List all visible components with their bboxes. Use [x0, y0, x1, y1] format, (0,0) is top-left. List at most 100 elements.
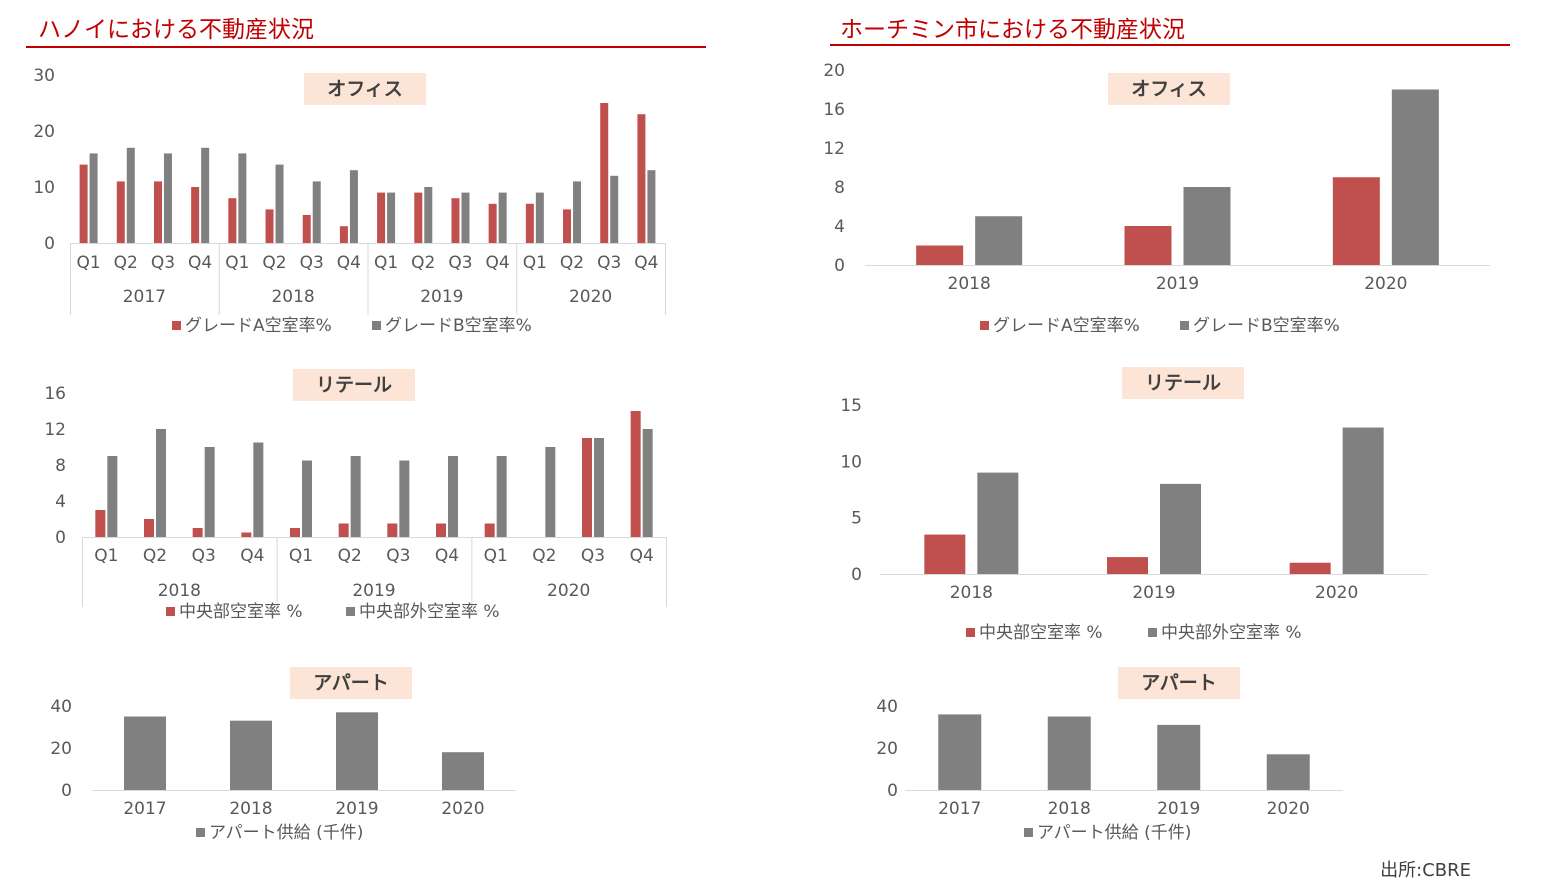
legend-label: グレードA空室率% — [185, 316, 332, 336]
bar-series-b — [204, 447, 215, 537]
x-tick-label: Q4 — [240, 546, 264, 566]
bar-series-b — [349, 170, 358, 243]
bar-series-b — [399, 460, 410, 537]
bar-series-a — [582, 438, 592, 537]
bar-series-b — [126, 147, 135, 243]
hcmc-heading: ホーチミン市における不動産状況 — [840, 17, 1185, 43]
bar-series-a — [265, 209, 274, 243]
bar-series-b — [498, 192, 507, 243]
y-tick-label: 12 — [44, 420, 66, 440]
bar-series-b — [107, 456, 118, 537]
bar-series-b — [238, 153, 247, 243]
y-tick-label: 12 — [823, 139, 845, 159]
bar-series-b — [1183, 187, 1231, 265]
bar-series-b — [1160, 483, 1201, 574]
y-tick-label: 30 — [33, 66, 55, 86]
bar-series-b — [89, 153, 98, 243]
x-tick-label: 2020 — [1267, 799, 1310, 819]
y-tick-label: 40 — [876, 697, 898, 717]
x-tick-label: 2018 — [950, 583, 993, 603]
bar-series-b — [312, 181, 321, 243]
bar-series-b — [1047, 716, 1091, 790]
hcmc-heading-rule — [830, 44, 1510, 46]
bar-series-a — [192, 528, 203, 537]
y-tick-label: 20 — [876, 739, 898, 759]
y-tick-label: 0 — [851, 565, 862, 585]
bar-series-a — [637, 114, 646, 243]
y-tick-label: 8 — [55, 456, 66, 476]
x-group-label: 2019 — [352, 581, 395, 601]
hanoi-retail-title: リテール — [293, 369, 415, 401]
legend-label: 中央部外空室率 % — [1161, 623, 1302, 643]
x-tick-label: Q1 — [225, 253, 249, 273]
legend-swatch — [196, 828, 205, 837]
bar-series-b — [610, 175, 619, 243]
legend-swatch — [346, 607, 355, 616]
hcmc-retail-title: リテール — [1122, 367, 1244, 399]
legend-label: アパート供給 (千件) — [1037, 823, 1191, 843]
bar-series-a — [600, 103, 609, 243]
bar-series-a — [241, 532, 252, 537]
bar-series-b — [163, 153, 172, 243]
hcmc-office-chart: 0 4 8 12 16 20 2018 2019 2020 グレードA空室率% グレードB空室率% — [823, 61, 1490, 336]
y-tick-label: 20 — [823, 61, 845, 81]
legend-swatch — [1024, 828, 1033, 837]
hanoi-apartment-title: アパート — [290, 667, 412, 699]
bar-series-b — [201, 147, 210, 243]
bar-series-b — [1266, 754, 1310, 790]
bar-series-a — [290, 528, 300, 537]
bar-series-a — [488, 203, 497, 243]
x-tick-label: 2019 — [1156, 274, 1199, 294]
y-tick-label: 0 — [887, 781, 898, 801]
x-group-label: 2017 — [123, 287, 166, 307]
x-tick-label: Q2 — [262, 253, 286, 273]
bar-series-a — [924, 534, 966, 574]
bar-series-b — [496, 456, 507, 537]
bar-series-b — [1391, 89, 1439, 265]
x-tick-label: 2018 — [229, 799, 272, 819]
y-tick-label: 0 — [44, 234, 55, 254]
y-tick-label: 0 — [834, 256, 845, 276]
x-group-label: 2020 — [547, 581, 590, 601]
x-tick-label: Q2 — [532, 546, 556, 566]
bar-series-a — [451, 198, 460, 243]
bar-series-a — [1107, 557, 1148, 574]
x-tick-label: 2018 — [1048, 799, 1091, 819]
x-tick-label: Q3 — [151, 253, 175, 273]
x-tick-label: Q1 — [374, 253, 398, 273]
x-tick-label: 2020 — [1364, 274, 1407, 294]
x-tick-label: 2017 — [938, 799, 981, 819]
x-tick-label: 2020 — [441, 799, 484, 819]
y-tick-label: 20 — [33, 122, 55, 142]
bar-series-b — [253, 442, 264, 537]
y-tick-label: 0 — [55, 528, 66, 548]
bar-series-b — [124, 716, 166, 790]
x-tick-label: 2018 — [948, 274, 991, 294]
y-tick-label: 16 — [44, 384, 66, 404]
bar-series-a — [525, 203, 534, 243]
bar-series-a — [630, 411, 641, 537]
bar-series-a — [228, 198, 237, 243]
bar-series-b — [594, 438, 604, 537]
x-tick-label: Q3 — [581, 546, 605, 566]
legend-label: グレードB空室率% — [385, 316, 532, 336]
x-tick-label: Q2 — [560, 253, 584, 273]
x-tick-label: Q2 — [114, 253, 138, 273]
y-tick-label: 0 — [61, 781, 72, 801]
x-tick-label: Q3 — [300, 253, 324, 273]
legend-swatch — [166, 607, 175, 616]
x-group-label: 2018 — [271, 287, 314, 307]
legend-swatch — [980, 321, 989, 330]
source-note: 出所:CBRE — [1380, 860, 1471, 881]
bar-series-b — [975, 216, 1023, 265]
y-tick-label: 40 — [50, 697, 72, 717]
y-tick-label: 16 — [823, 100, 845, 120]
bar-series-b — [448, 456, 458, 537]
x-tick-label: Q4 — [486, 253, 510, 273]
bar-series-b — [442, 752, 484, 790]
x-tick-label: Q4 — [630, 546, 654, 566]
legend-swatch — [1148, 628, 1157, 637]
x-tick-label: Q1 — [523, 253, 547, 273]
hanoi-office-title: オフィス — [304, 73, 426, 105]
x-tick-label: Q4 — [634, 253, 658, 273]
